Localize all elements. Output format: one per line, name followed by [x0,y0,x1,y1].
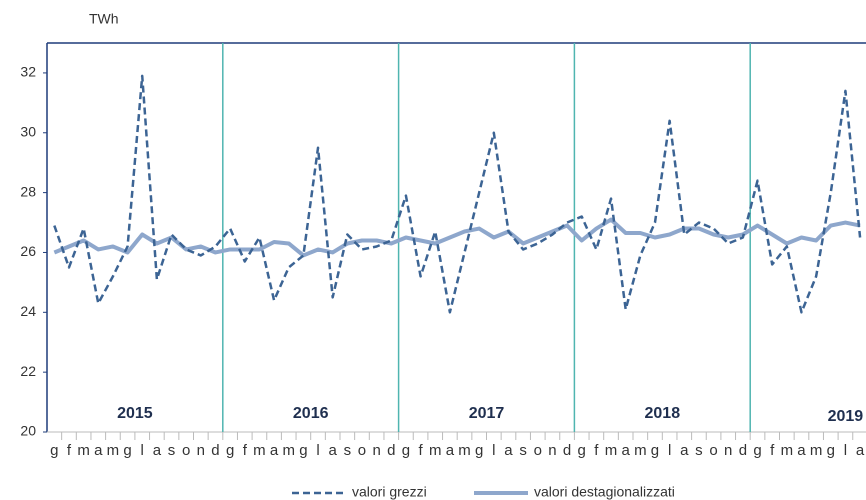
x-tick-label: m [429,442,442,459]
x-tick-label: n [724,442,732,459]
x-tick-label: g [475,442,483,459]
y-tick-label: 20 [20,423,36,439]
x-tick-label: n [372,442,380,459]
legend-label: valori destagionalizzati [534,484,675,500]
x-tick-label: d [563,442,571,459]
x-tick-label: m [107,442,120,459]
year-label: 2015 [117,405,153,422]
x-tick-label: g [50,442,58,459]
x-tick-label: m [253,442,266,459]
series-line [53,217,861,258]
x-tick-label: f [243,442,248,459]
x-tick-label: l [668,442,671,459]
x-tick-label: f [770,442,775,459]
x-tick-label: o [534,442,542,459]
x-tick-label: o [182,442,190,459]
x-tick-label: s [695,442,703,459]
x-tick-label: f [67,442,72,459]
x-tick-label: d [211,442,219,459]
x-tick-label: g [827,442,835,459]
x-tick-label: l [141,442,144,459]
x-tick-label: o [358,442,366,459]
y-tick-label: 32 [20,64,36,80]
x-tick-label: a [153,442,162,459]
x-tick-label: l [844,442,847,459]
x-tick-label: f [594,442,599,459]
x-tick-label: g [123,442,131,459]
x-tick-label: d [387,442,395,459]
x-tick-label: a [270,442,279,459]
x-tick-label: g [299,442,307,459]
y-tick-label: 22 [20,363,36,379]
x-tick-label: a [797,442,806,459]
x-tick-label: a [504,442,513,459]
x-tick-label: a [94,442,103,459]
x-tick-label: g [651,442,659,459]
year-label: 2016 [293,405,329,422]
x-tick-label: m [810,442,823,459]
series-line [53,74,862,314]
x-tick-label: m [634,442,647,459]
x-tick-label: d [739,442,747,459]
x-tick-label: a [446,442,455,459]
x-tick-label: a [680,442,689,459]
x-tick-label: l [316,442,319,459]
y-tick-label: 30 [20,123,36,139]
year-label: 2019 [828,408,864,425]
year-label: 2017 [469,405,505,422]
y-tick-label: 28 [20,183,36,199]
x-tick-label: m [781,442,794,459]
x-tick-label: m [605,442,618,459]
x-tick-label: g [753,442,761,459]
x-tick-label: m [77,442,90,459]
x-tick-label: a [856,442,865,459]
x-tick-label: l [492,442,495,459]
year-label: 2018 [645,405,681,422]
x-tick-label: s [519,442,527,459]
x-tick-label: n [197,442,205,459]
x-tick-label: m [458,442,471,459]
x-tick-label: g [226,442,234,459]
x-tick-label: a [622,442,631,459]
x-tick-label: s [168,442,176,459]
y-tick-label: 26 [20,243,36,259]
y-axis-label: TWh [89,11,119,27]
legend-label: valori grezzi [352,484,427,500]
x-tick-label: f [418,442,423,459]
x-tick-label: o [709,442,717,459]
x-tick-label: s [344,442,352,459]
x-tick-label: g [402,442,410,459]
x-tick-label: g [578,442,586,459]
x-tick-label: a [329,442,338,459]
x-tick-label: n [548,442,556,459]
x-tick-label: m [282,442,295,459]
y-tick-label: 24 [20,303,36,319]
